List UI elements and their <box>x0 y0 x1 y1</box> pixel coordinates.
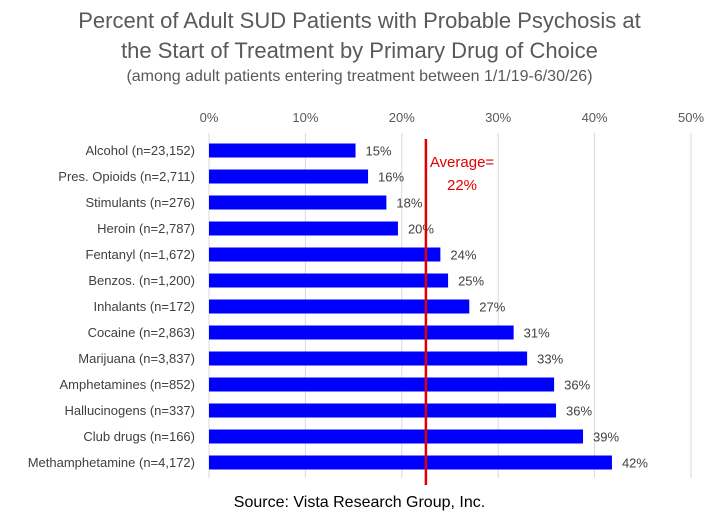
x-tick-label: 50% <box>678 110 704 125</box>
category-label: Stimulants (n=276) <box>86 195 195 210</box>
bar <box>209 429 584 444</box>
category-label: Marijuana (n=3,837) <box>78 351 195 366</box>
source-note: Source: Vista Research Group, Inc. <box>233 494 486 511</box>
data-label: 39% <box>593 430 619 445</box>
data-label: 27% <box>479 300 505 315</box>
average-label-line1: Average= <box>430 154 495 171</box>
data-label: 20% <box>408 222 434 237</box>
bar <box>209 273 449 288</box>
average-label-line2: 22% <box>447 177 477 194</box>
bar <box>209 455 612 470</box>
x-tick-label: 30% <box>485 110 511 125</box>
category-label: Fentanyl (n=1,672) <box>86 247 195 262</box>
bar <box>209 247 441 262</box>
category-label: Methamphetamine (n=4,172) <box>28 455 195 470</box>
data-label: 15% <box>366 144 392 159</box>
data-label: 36% <box>566 404 592 419</box>
x-tick-label: 40% <box>582 110 608 125</box>
chart-title-line2: the Start of Treatment by Primary Drug o… <box>121 38 598 63</box>
chart-title-line1: Percent of Adult SUD Patients with Proba… <box>78 8 641 33</box>
category-label: Club drugs (n=166) <box>83 429 195 444</box>
category-label: Pres. Opioids (n=2,711) <box>58 169 195 184</box>
category-label: Benzos. (n=1,200) <box>88 273 195 288</box>
data-label: 33% <box>537 352 563 367</box>
data-label: 31% <box>524 326 550 341</box>
bar <box>209 403 557 418</box>
bars-layer <box>209 143 612 470</box>
bar <box>209 351 528 366</box>
category-label: Inhalants (n=172) <box>93 299 195 314</box>
data-label: 16% <box>378 170 404 185</box>
bar <box>209 143 356 158</box>
category-labels: Alcohol (n=23,152) Pres. Opioids (n=2,711… <box>28 143 195 470</box>
data-label: 25% <box>458 274 484 289</box>
x-tick-label: 20% <box>389 110 415 125</box>
data-label: 18% <box>396 196 422 211</box>
data-label: 36% <box>564 378 590 393</box>
x-tick-label: 0% <box>200 110 219 125</box>
data-label: 42% <box>622 456 648 471</box>
x-tick-label: 10% <box>292 110 318 125</box>
bar <box>209 221 398 236</box>
x-axis-ticks: 0% 10% 20% 30% 40% 50% <box>200 110 705 125</box>
bar <box>209 299 470 314</box>
category-label: Amphetamines (n=852) <box>60 377 196 392</box>
category-label: Heroin (n=2,787) <box>97 221 195 236</box>
bar <box>209 195 387 210</box>
data-label: 24% <box>450 248 476 263</box>
bar <box>209 377 555 392</box>
category-label: Cocaine (n=2,863) <box>88 325 195 340</box>
bar <box>209 169 369 184</box>
category-label: Alcohol (n=23,152) <box>86 143 196 158</box>
average-marker: Average= 22% <box>424 139 495 485</box>
chart-subtitle: (among adult patients entering treatment… <box>126 68 593 85</box>
category-label: Hallucinogens (n=337) <box>65 403 195 418</box>
bar <box>209 325 514 340</box>
data-labels: 15%16%18%20%24%25%27%31%33%36%36%39%42% <box>366 144 649 471</box>
